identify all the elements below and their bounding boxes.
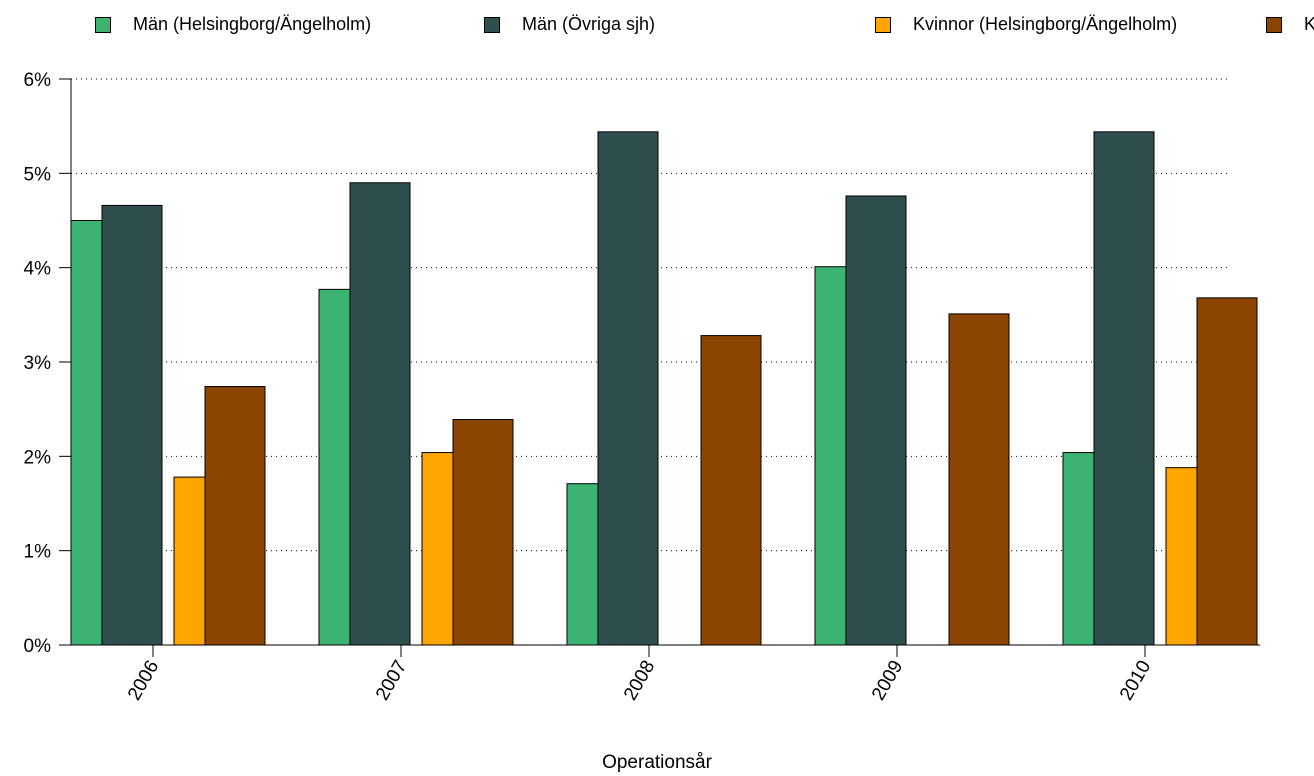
y-tick-label: 3% (24, 353, 52, 374)
bar (597, 131, 659, 646)
bar (204, 386, 266, 646)
x-tick-label: 2007 (372, 657, 411, 704)
legend-item: Kvinnor (Helsingborg/Ängelholm) (875, 14, 1177, 35)
legend-swatch (875, 16, 891, 33)
y-tick-label: 1% (24, 542, 52, 563)
grid-lines (71, 78, 1230, 552)
y-tick-label: 2% (24, 447, 52, 468)
bar (101, 204, 163, 646)
bar (452, 419, 514, 646)
legend-swatch (484, 16, 500, 33)
legend-swatch (1266, 16, 1282, 33)
y-tick-label: 6% (24, 70, 52, 91)
bars (70, 131, 1258, 646)
bar (1093, 131, 1155, 646)
legend-label: Män (Helsingborg/Ängelholm) (133, 14, 372, 34)
legend-swatch (95, 16, 111, 33)
y-tick-label: 0% (24, 636, 52, 657)
y-tick-label: 5% (24, 164, 52, 185)
legend: Män (Helsingborg/Ängelholm) Män (Övriga … (0, 14, 1314, 42)
legend-item: K (1266, 14, 1314, 35)
legend-label: K (1304, 14, 1314, 34)
legend-item: Män (Helsingborg/Ängelholm) (95, 14, 371, 35)
bar (349, 182, 411, 646)
bar (845, 195, 907, 646)
x-tick-label: 2008 (620, 657, 659, 704)
legend-label: Kvinnor (Helsingborg/Ängelholm) (913, 14, 1178, 34)
x-tick-label: 2009 (868, 657, 907, 704)
x-axis-title: Operationsår (602, 752, 712, 773)
legend-item: Män (Övriga sjh) (484, 14, 655, 35)
x-tick-label: 2006 (124, 657, 163, 704)
y-tick-label: 4% (24, 259, 52, 280)
bar (700, 335, 762, 646)
legend-label: Män (Övriga sjh) (522, 14, 656, 34)
x-tick-label: 2010 (1116, 657, 1155, 704)
bar (1196, 297, 1258, 646)
bar (948, 313, 1010, 646)
